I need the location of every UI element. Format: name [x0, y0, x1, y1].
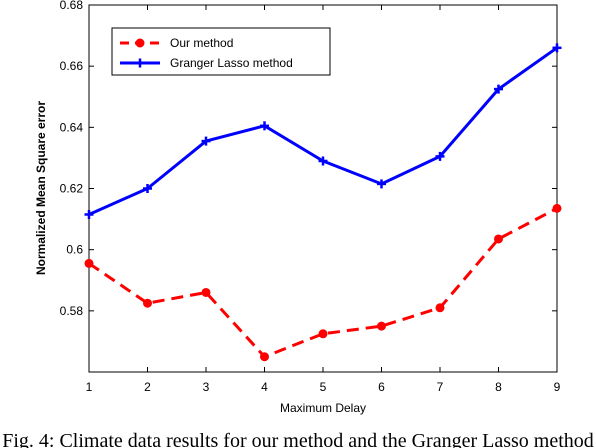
- legend-box: [111, 27, 331, 76]
- x-tick-label: 7: [437, 380, 444, 394]
- y-tick-label: 0.64: [60, 120, 84, 134]
- data-point: [143, 298, 152, 308]
- x-tick-label: 3: [203, 380, 210, 394]
- data-point: [201, 136, 211, 146]
- data-point: [135, 38, 145, 48]
- data-point: [260, 352, 269, 362]
- data-point: [377, 321, 386, 331]
- data-point: [260, 121, 269, 131]
- data-point: [552, 43, 562, 53]
- data-point: [435, 303, 445, 313]
- x-tick-label: 4: [261, 380, 268, 394]
- y-tick-label: 0.68: [60, 0, 84, 12]
- legend-label: Our method: [170, 36, 233, 50]
- data-point: [494, 84, 503, 94]
- x-axis-label: Maximum Delay: [280, 401, 366, 415]
- line-chart: 1 2 3 4 5 6 7 8 9 0.58 0.6 0.62 0.64 0.66 0.68 Maximu…: [34, 0, 562, 415]
- x-tick-label: 5: [320, 380, 327, 394]
- data-point: [135, 58, 145, 68]
- x-tick-label: 2: [144, 380, 151, 394]
- data-point: [143, 184, 152, 193]
- data-point: [84, 258, 94, 268]
- data-point: [377, 179, 386, 189]
- x-tick-label: 1: [86, 380, 93, 394]
- data-point: [84, 209, 94, 219]
- y-tick-label: 0.62: [60, 182, 84, 196]
- legend-label: Granger Lasso method: [170, 56, 293, 70]
- data-point: [318, 156, 328, 166]
- legend-item: Granger Lasso method: [120, 56, 293, 70]
- y-tick-label: 0.6: [66, 243, 83, 257]
- legend-item: Our method: [120, 36, 233, 50]
- data-point: [494, 234, 503, 244]
- series-layer: [84, 43, 562, 362]
- y-tick-label: 0.66: [60, 59, 84, 73]
- data-point: [201, 287, 211, 297]
- series-granger-lasso-method: [84, 43, 562, 219]
- series-our-method: [84, 203, 562, 362]
- figure-caption: Fig. 4: Climate data results for our met…: [2, 430, 594, 448]
- data-point: [318, 329, 328, 339]
- x-axis: 1 2 3 4 5 6 7 8 9: [86, 5, 561, 394]
- legend: Our method Granger Lasso method: [111, 27, 331, 76]
- x-tick-label: 6: [378, 380, 385, 394]
- y-axis-label: Normalized Mean Square error: [34, 101, 48, 275]
- x-tick-label: 8: [495, 380, 502, 394]
- series-line: [88, 207, 558, 359]
- y-axis: 0.58 0.6 0.62 0.64 0.66 0.68: [60, 0, 557, 318]
- data-point: [552, 203, 562, 213]
- data-point: [435, 151, 445, 161]
- x-tick-label: 9: [554, 380, 561, 394]
- y-tick-label: 0.58: [60, 304, 84, 318]
